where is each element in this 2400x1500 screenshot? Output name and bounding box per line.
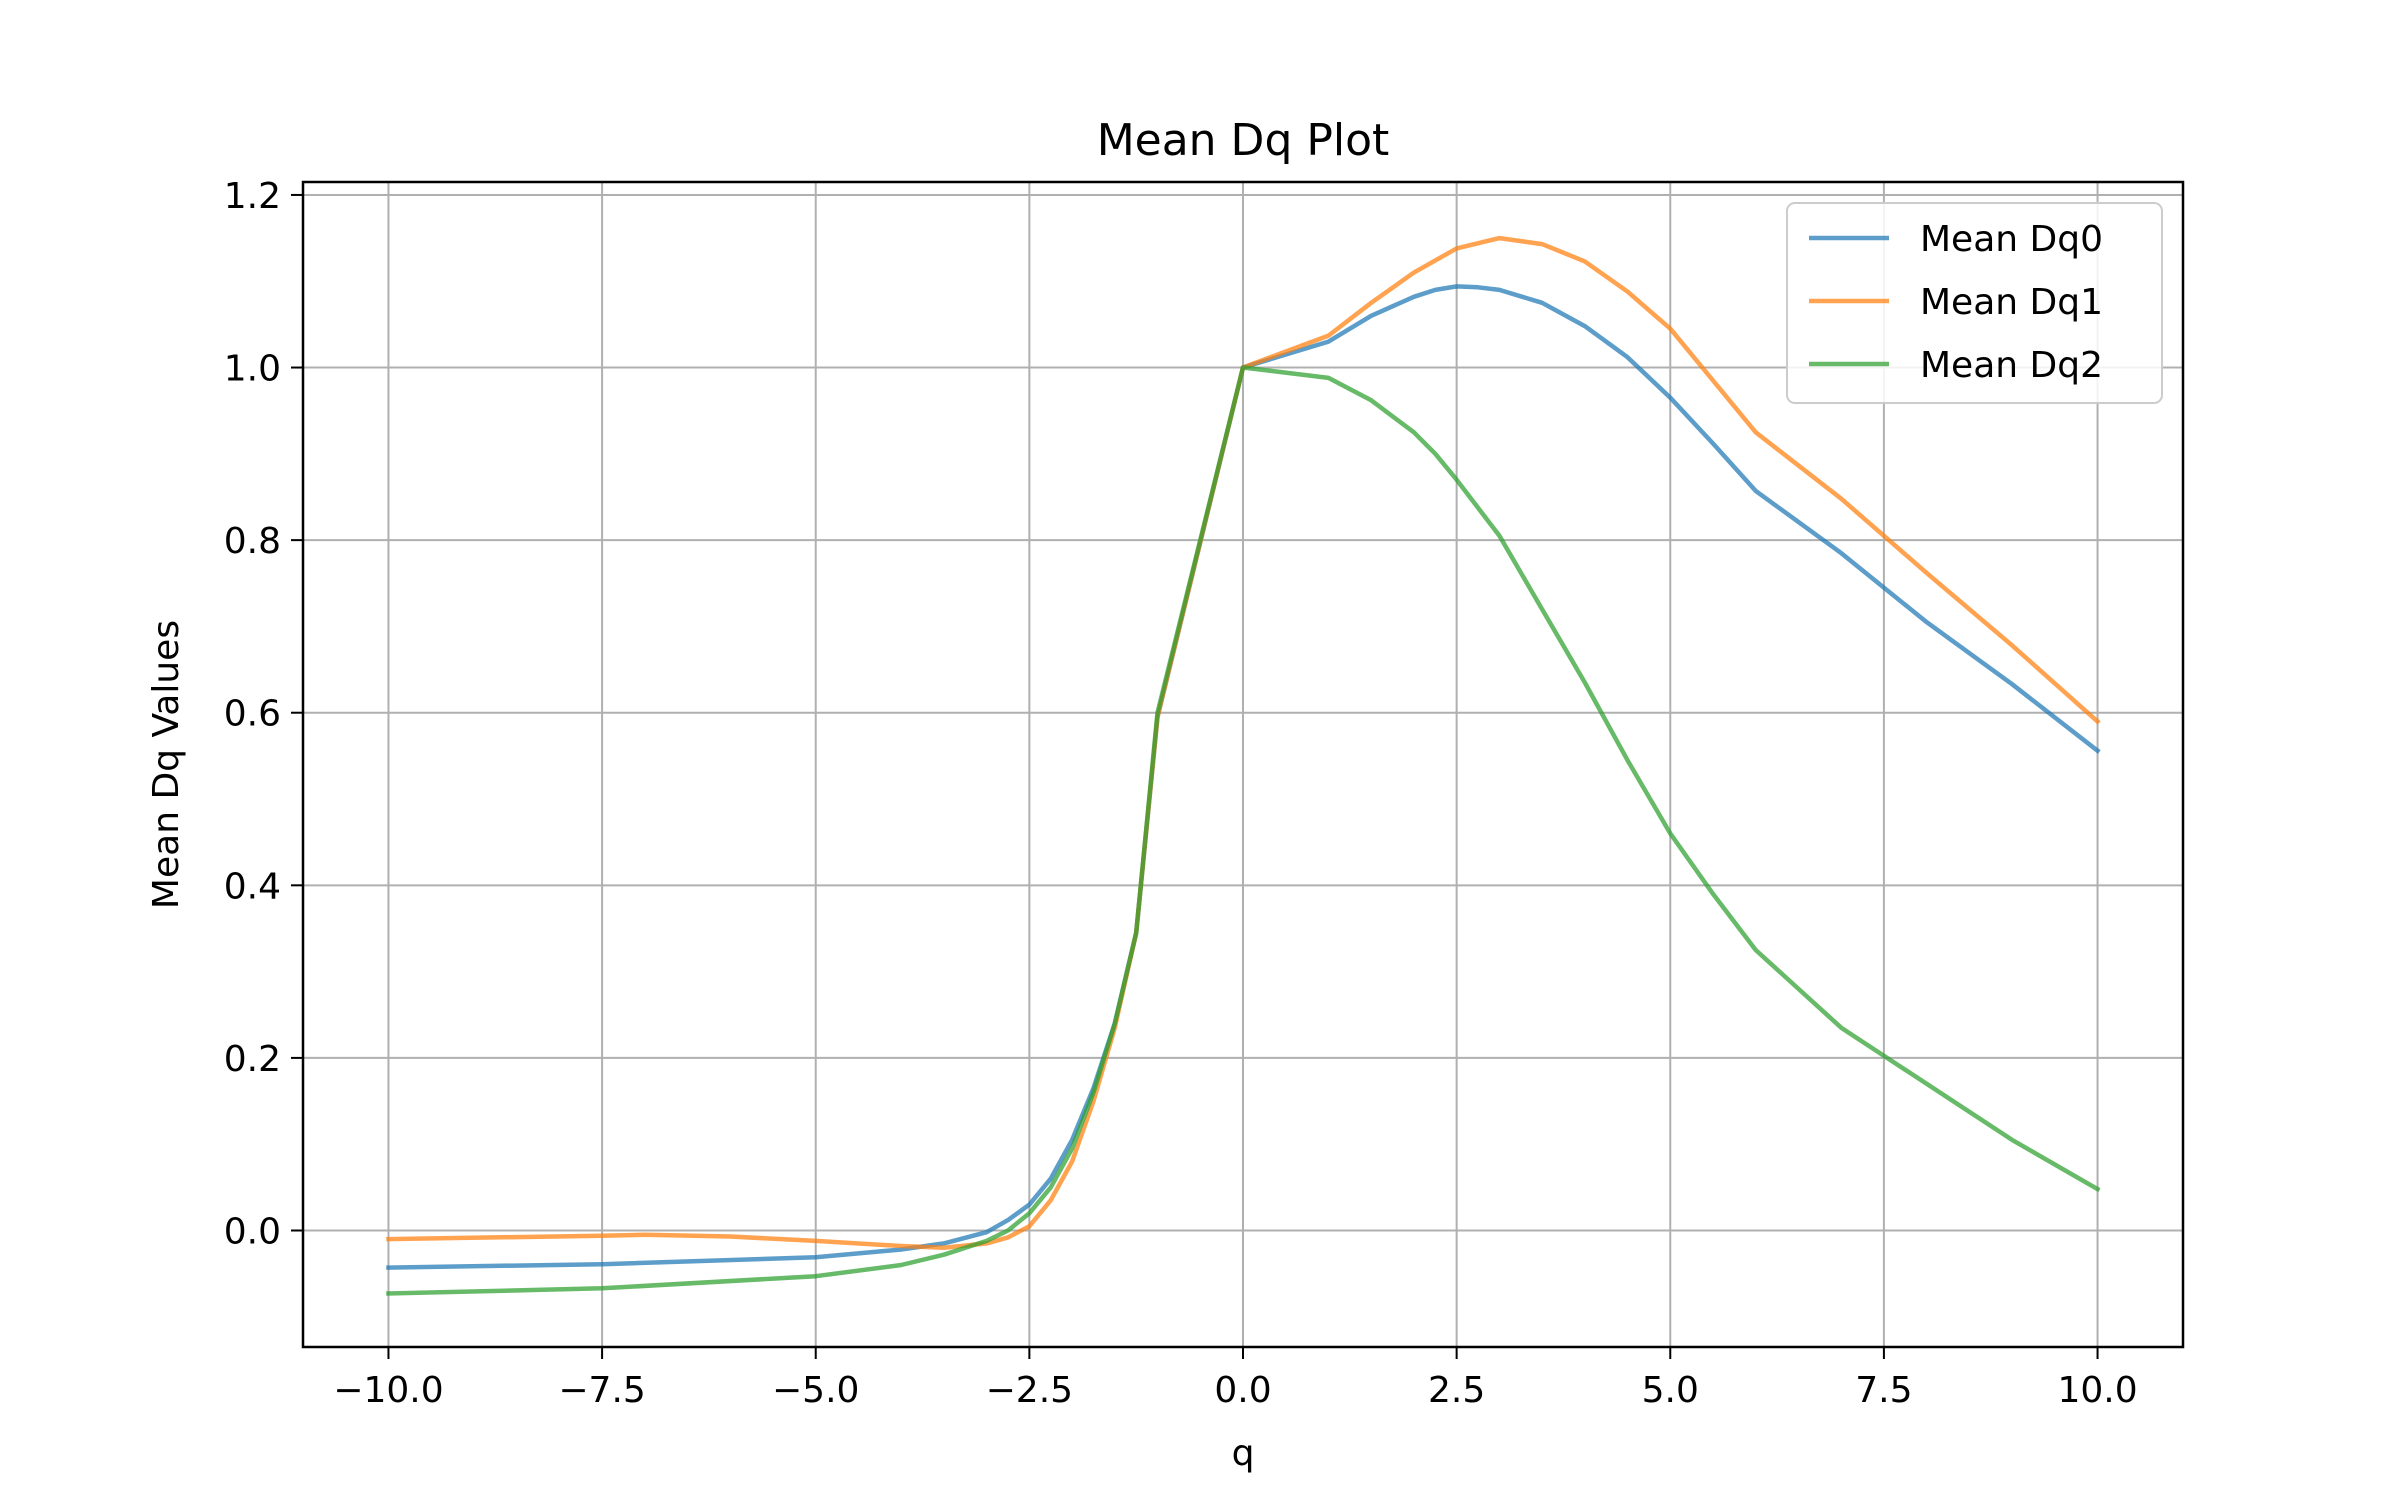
legend: Mean Dq0 Mean Dq1 Mean Dq2: [1786, 202, 2163, 404]
x-tick-label: −2.5: [986, 1370, 1073, 1411]
x-tick-label: −10.0: [333, 1370, 443, 1411]
series-layer: [386, 235, 2101, 1296]
y-tick-label: 0.2: [224, 1039, 281, 1080]
x-tick-label: 7.5: [1855, 1370, 1912, 1411]
y-tick-label: 0.6: [224, 694, 281, 735]
chart-title: Mean Dq Plot: [1097, 115, 1390, 166]
x-tick-label: 5.0: [1642, 1370, 1699, 1411]
y-axis: 0.0 0.2 0.4 0.6 0.8 1.0 1.2: [224, 176, 303, 1253]
x-axis: −10.0 −7.5 −5.0 −2.5 0.0 2.5 5.0 7.5 10.0: [333, 1347, 2138, 1411]
x-tick-label: 0.0: [1214, 1370, 1271, 1411]
series-line-mean-dq0: [386, 284, 2101, 1270]
legend-label: Mean Dq0: [1920, 219, 2103, 260]
y-axis-label: Mean Dq Values: [146, 620, 187, 909]
y-tick-label: 0.0: [224, 1212, 281, 1253]
legend-label: Mean Dq2: [1920, 345, 2103, 386]
x-tick-label: −7.5: [558, 1370, 645, 1411]
y-tick-label: 0.8: [224, 521, 281, 562]
series-line-mean-dq2: [386, 365, 2101, 1296]
legend-box: [1786, 202, 2163, 404]
y-tick-label: 1.2: [224, 176, 281, 217]
x-tick-label: 10.0: [2057, 1370, 2137, 1411]
y-tick-label: 1.0: [224, 349, 281, 390]
legend-label: Mean Dq1: [1920, 282, 2103, 323]
x-tick-label: 2.5: [1428, 1370, 1485, 1411]
x-axis-label: q: [1232, 1433, 1255, 1474]
x-tick-label: −5.0: [772, 1370, 859, 1411]
y-tick-label: 0.4: [224, 866, 281, 907]
